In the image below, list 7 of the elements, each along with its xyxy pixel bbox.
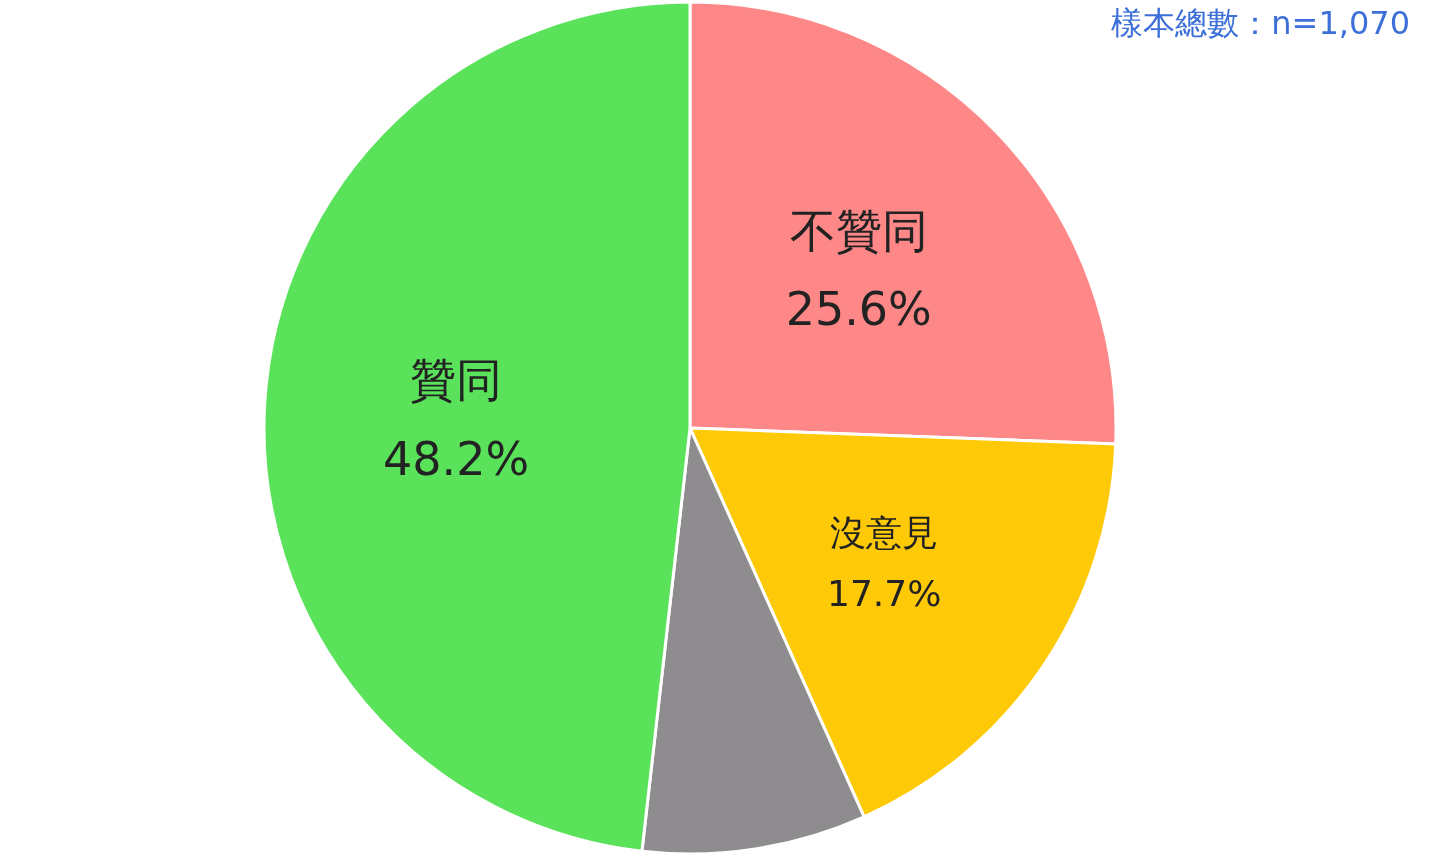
slice-label: 贊同 [410, 353, 503, 408]
text: 樣本總數：n=1,070 [1111, 4, 1410, 42]
slice-label: 沒意見 [830, 511, 939, 553]
data-label: 25.6% [785, 282, 932, 337]
slice-label: 不贊同 [789, 204, 928, 259]
data-label: 17.7% [827, 572, 942, 614]
data-label: 48.2% [383, 431, 530, 486]
